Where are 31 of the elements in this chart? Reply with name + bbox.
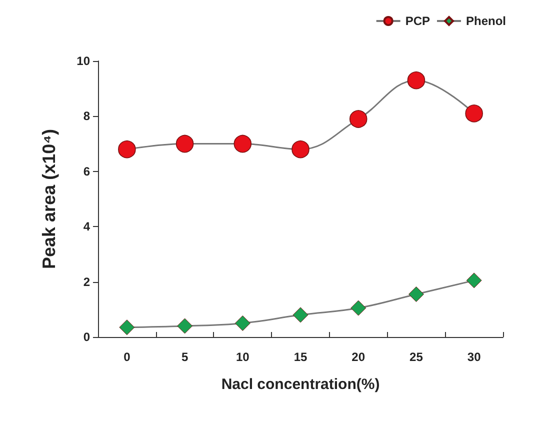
point	[176, 134, 194, 153]
x-tick-label: 20	[352, 350, 366, 364]
point	[292, 140, 310, 158]
point	[119, 320, 135, 336]
point	[292, 307, 308, 323]
point	[466, 272, 482, 288]
point	[349, 110, 368, 128]
y-tick-label: 0	[83, 330, 90, 344]
legend-label: PCP	[405, 14, 430, 28]
point	[407, 71, 426, 90]
point	[350, 300, 366, 316]
point	[465, 104, 483, 122]
point	[234, 134, 252, 153]
x-tick-label: 5	[181, 350, 188, 364]
x-tick-label: 10	[236, 350, 250, 364]
point	[234, 315, 250, 331]
x-axis-title: Nacl concentration(%)	[221, 376, 380, 393]
x-tick-label: 30	[467, 350, 482, 364]
point	[118, 140, 136, 158]
y-tick-label: 8	[83, 109, 90, 124]
point	[177, 318, 193, 334]
y-tick-label: 4	[83, 220, 90, 234]
y-axis-title: Peak area (x10⁴)	[39, 128, 59, 270]
legend-label: Phenol	[466, 14, 506, 28]
y-tick-label: 6	[83, 164, 90, 178]
y-tick-label: 2	[83, 274, 90, 289]
x-tick-label: 25	[410, 350, 424, 364]
point	[408, 286, 424, 302]
y-tick-label: 10	[76, 54, 90, 68]
x-tick-label: 15	[294, 350, 308, 364]
x-tick-label: 0	[124, 350, 131, 364]
